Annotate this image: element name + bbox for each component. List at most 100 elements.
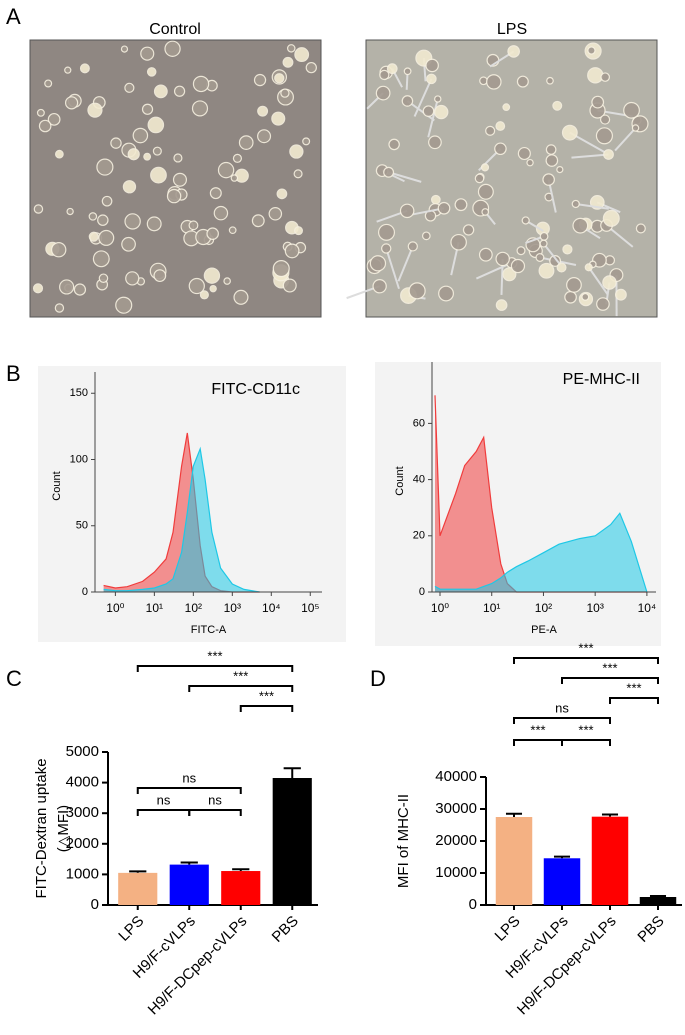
significance-bracket [188, 685, 294, 692]
cell [399, 203, 415, 219]
cell [388, 138, 400, 151]
cell [115, 296, 133, 314]
cell [552, 100, 563, 111]
cell-process [614, 127, 637, 152]
cell [209, 187, 222, 200]
y-tick-label: 50 [76, 520, 88, 532]
panel-label: C [6, 666, 22, 691]
significance-label: *** [602, 660, 617, 675]
area-outline [103, 446, 260, 593]
cell [88, 231, 99, 242]
cell-process [575, 202, 609, 210]
significance-bracket [239, 705, 294, 712]
cell [282, 278, 297, 293]
bar [639, 897, 677, 905]
cell [274, 73, 285, 84]
micrograph-title: LPS [497, 21, 527, 38]
x-tick-label: H9/F-DCpep-cVLPs [145, 913, 251, 1019]
cell [213, 205, 229, 221]
annotation: PE-MHC-II [563, 371, 640, 388]
cell [125, 271, 140, 286]
cell [47, 112, 61, 126]
cell [50, 242, 67, 258]
cell [188, 220, 199, 231]
cell [516, 246, 526, 256]
x-tick-label: 10⁰ [431, 601, 449, 615]
cell [199, 290, 209, 300]
cell [150, 166, 167, 184]
cell [44, 79, 53, 88]
y-tick-label: 4000 [66, 774, 99, 791]
significance-bracket [136, 665, 294, 672]
cell [141, 103, 154, 115]
cell-process [542, 242, 562, 266]
x-tick-label: 10¹ [146, 601, 163, 615]
cell [479, 76, 488, 86]
bar [272, 778, 312, 905]
y-tick-label: 0 [82, 586, 88, 598]
area-fill [103, 448, 260, 592]
cell [571, 199, 580, 209]
cell [538, 262, 555, 279]
cell [293, 169, 303, 179]
cell [386, 63, 398, 75]
significance-label: *** [578, 640, 593, 655]
cell [110, 137, 122, 149]
significance-label: *** [530, 722, 545, 737]
y-tick-label: 40000 [435, 768, 477, 785]
cell [462, 224, 475, 236]
x-tick-label: 10² [535, 601, 552, 615]
y-tick-label: 20 [413, 530, 425, 542]
cell [596, 297, 610, 311]
cell [561, 124, 578, 141]
cell [36, 108, 45, 117]
cell [232, 153, 243, 163]
panel-label: B [6, 361, 21, 386]
cell [59, 279, 75, 295]
cell [152, 146, 162, 156]
cell [294, 47, 310, 62]
x-tick-label: LPS [115, 913, 147, 945]
cell [495, 251, 510, 267]
cell [55, 149, 64, 159]
y-axis-label: FITC-Dextran uptake [33, 758, 50, 898]
cell [494, 142, 507, 156]
cell [271, 111, 286, 126]
y-axis-label: Count [394, 466, 406, 495]
cell [535, 253, 545, 262]
micrograph-title: Control [149, 21, 201, 38]
significance-bracket [513, 739, 563, 746]
cell [146, 67, 157, 77]
cell [372, 279, 387, 294]
cell [124, 82, 135, 93]
area-outline [434, 512, 648, 593]
x-tick-label: 10³ [587, 601, 604, 615]
cell [92, 250, 110, 268]
bar [221, 871, 261, 905]
cell [426, 73, 437, 85]
cell [230, 174, 239, 182]
cell [507, 45, 520, 58]
cell [502, 103, 511, 112]
cell [192, 75, 210, 93]
cell [478, 247, 493, 262]
cell [257, 129, 272, 144]
histogram-background [375, 362, 661, 646]
cell [587, 67, 604, 84]
cell [438, 285, 454, 302]
cell [623, 101, 640, 119]
cell [228, 226, 237, 235]
x-tick-label: 10⁴ [262, 601, 281, 615]
x-axis-label: FITC-A [191, 624, 227, 636]
cell [206, 227, 219, 240]
cell [602, 209, 620, 227]
annotation: FITC-CD11c [211, 381, 300, 398]
area-fill [103, 433, 260, 592]
cell [121, 236, 136, 252]
cell [539, 239, 548, 248]
cell-process [413, 78, 433, 117]
y-tick-label: 2000 [66, 835, 99, 852]
cell [284, 243, 300, 259]
cell [120, 45, 129, 53]
cell [38, 119, 52, 133]
